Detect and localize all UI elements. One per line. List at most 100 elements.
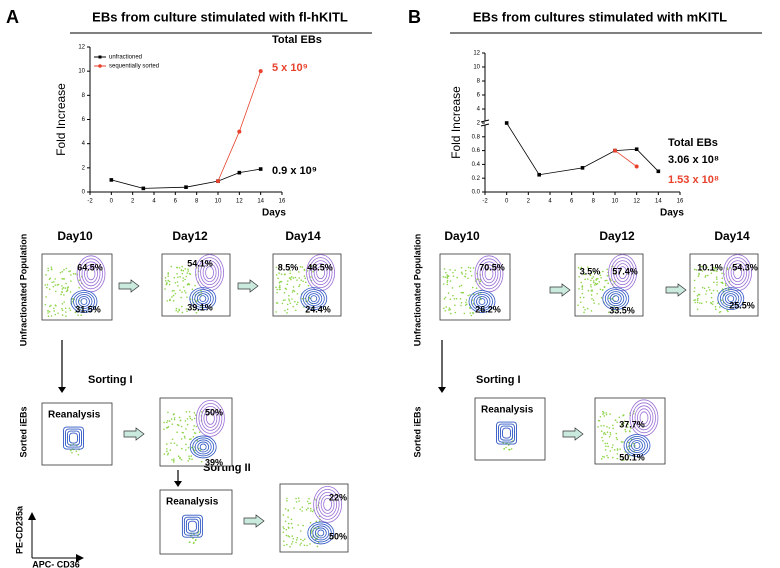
event-dot <box>693 279 696 282</box>
event-dot <box>472 311 474 314</box>
event-dot <box>54 278 56 280</box>
event-dot <box>592 271 595 273</box>
event-dot <box>606 454 608 457</box>
event-dot <box>454 311 457 314</box>
event-dot <box>621 459 623 462</box>
flow-plot <box>279 483 349 553</box>
event-dot <box>703 287 706 290</box>
flow-plot <box>41 402 113 466</box>
event-dot <box>190 455 193 457</box>
event-dot <box>176 423 179 426</box>
event-dot <box>603 412 605 414</box>
x-tick-label: 8 <box>195 199 199 205</box>
contour <box>205 411 215 425</box>
event-dot <box>446 281 449 283</box>
event-dot <box>163 453 166 455</box>
event-dot <box>278 286 281 289</box>
event-dot <box>294 276 297 279</box>
event-dot <box>590 310 593 312</box>
step-arrow <box>562 427 584 441</box>
event-dot <box>176 281 179 283</box>
event-dot <box>182 277 184 279</box>
chart-title: EBs from cultures stimulated with mKITL <box>473 9 727 24</box>
contour <box>203 408 218 428</box>
event-dot <box>714 269 716 272</box>
event-dot <box>286 308 289 311</box>
event-dot <box>301 266 304 268</box>
event-dot <box>193 417 196 420</box>
event-dot <box>275 286 277 289</box>
arrow-head <box>28 512 36 520</box>
event-dot <box>716 270 718 273</box>
event-dot <box>609 413 611 415</box>
event-dot <box>170 265 173 268</box>
event-dot <box>179 275 181 278</box>
event-dot <box>695 269 698 271</box>
contour <box>631 440 643 451</box>
x-tick-label: 4 <box>152 199 156 205</box>
event-dot <box>193 449 196 452</box>
event-dot <box>298 285 300 288</box>
event-dot <box>280 273 283 275</box>
contour <box>312 525 330 541</box>
event-dot <box>48 310 51 313</box>
event-dot <box>283 544 285 547</box>
event-dot <box>178 308 180 311</box>
event-dot <box>447 275 450 277</box>
contour <box>73 292 95 311</box>
event-dot <box>165 283 168 286</box>
event-dot <box>303 275 306 277</box>
step-arrow <box>665 283 687 297</box>
event-dot <box>286 303 289 306</box>
contour <box>613 260 632 286</box>
flow-plot <box>159 489 233 555</box>
event-dot <box>726 309 728 312</box>
event-dot <box>312 270 314 273</box>
event-dot <box>599 288 602 291</box>
event-dot <box>452 294 454 297</box>
event-dot <box>291 527 294 529</box>
event-dot <box>465 299 468 301</box>
event-dot <box>185 443 187 446</box>
step-arrow <box>123 427 145 441</box>
event-dot <box>444 276 447 278</box>
event-dot <box>287 535 290 537</box>
event-dot <box>718 306 721 308</box>
event-dot <box>578 288 580 290</box>
contour <box>198 402 223 434</box>
event-dot <box>606 279 608 282</box>
event-dot <box>582 306 585 309</box>
event-dot <box>46 286 48 289</box>
event-dot <box>192 308 194 311</box>
event-dot <box>54 313 57 316</box>
event-dot <box>181 265 183 268</box>
event-dot <box>713 281 715 284</box>
contour <box>80 298 88 305</box>
event-dot <box>277 277 279 280</box>
contour <box>199 443 207 451</box>
event-dot <box>288 527 290 529</box>
event-dot <box>310 510 312 512</box>
event-dot <box>283 527 285 530</box>
flow-plot <box>439 253 511 321</box>
event-dot <box>449 298 452 301</box>
event-dot <box>608 297 611 300</box>
event-dot <box>454 269 456 271</box>
event-dot <box>292 277 295 279</box>
event-dot <box>284 508 287 510</box>
event-dot <box>300 538 302 541</box>
event-dot <box>186 272 189 274</box>
event-dot <box>712 269 715 272</box>
contour <box>84 264 98 284</box>
event-dot <box>185 275 188 278</box>
event-dot <box>68 307 71 310</box>
event-dot <box>590 283 592 286</box>
event-dot <box>627 441 630 444</box>
contour <box>79 258 103 290</box>
event-dot <box>169 449 172 451</box>
event-dot <box>189 541 191 543</box>
event-dot <box>471 286 474 289</box>
event-dot <box>449 280 452 282</box>
event-dot <box>707 268 710 271</box>
